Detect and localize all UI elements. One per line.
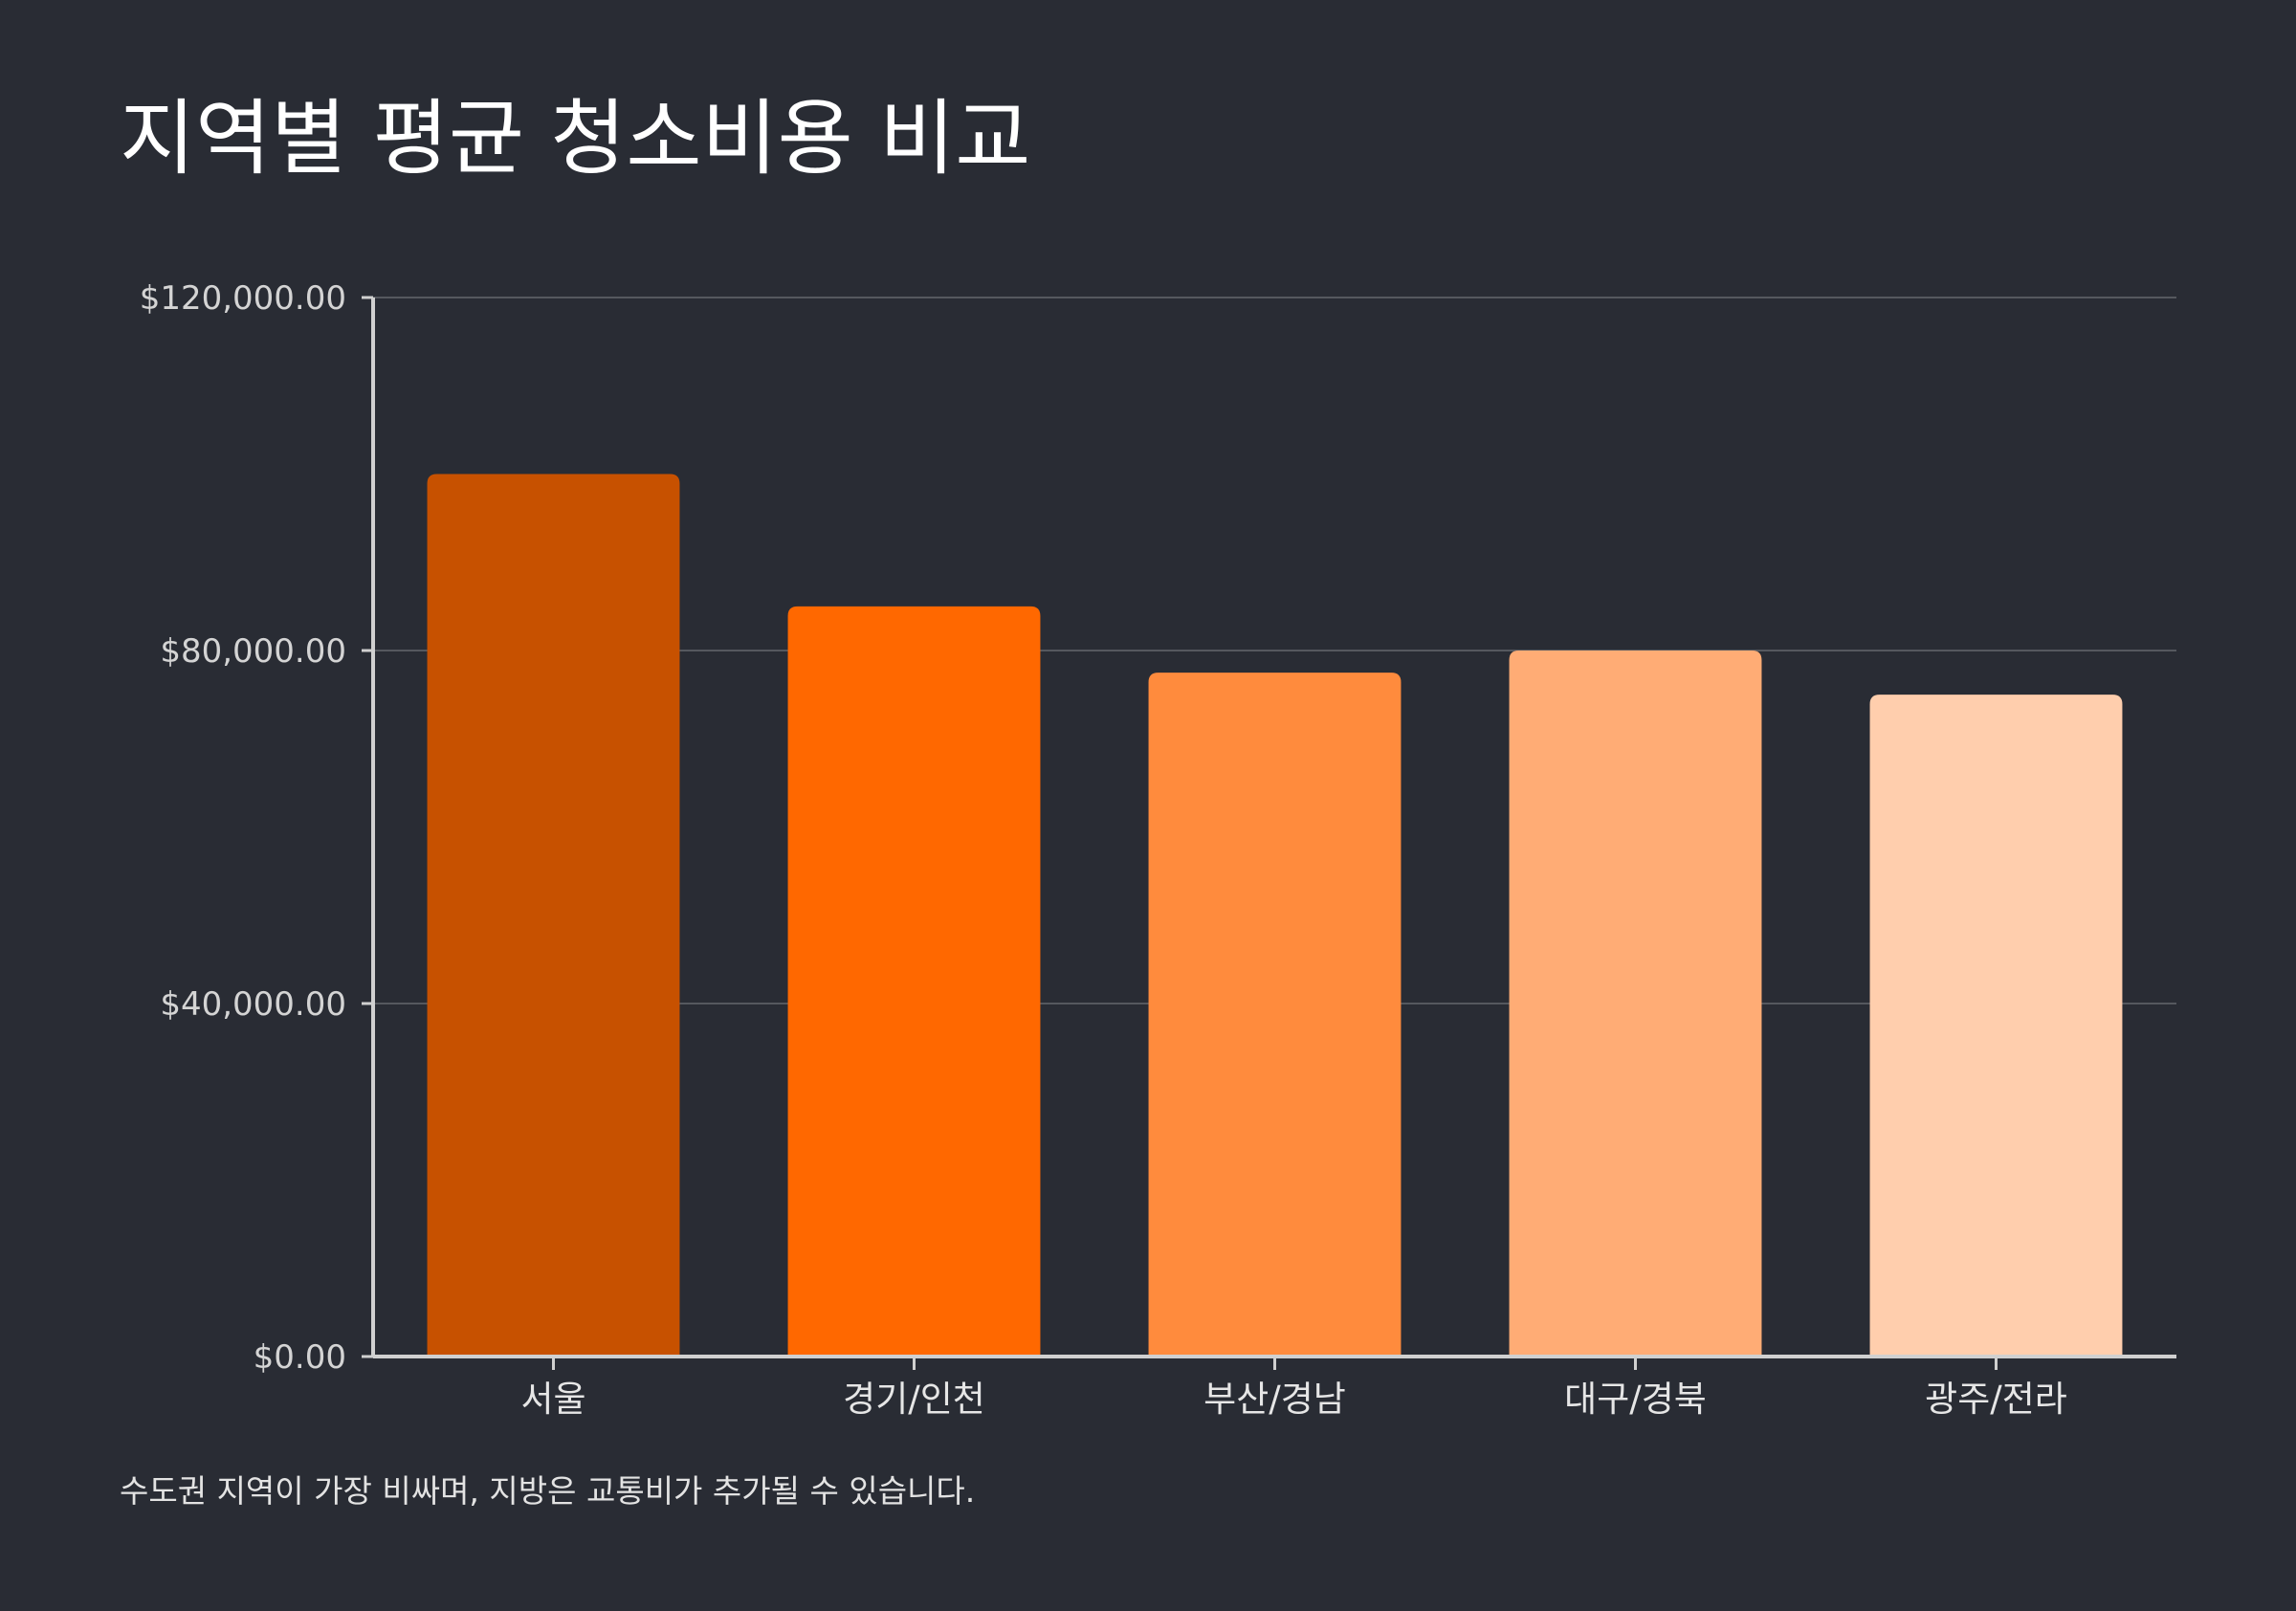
y-tick-label: $40,000.00 bbox=[160, 985, 346, 1024]
bar bbox=[1869, 695, 2123, 1357]
bars bbox=[427, 474, 2123, 1357]
bar bbox=[1148, 673, 1402, 1357]
chart-title: 지역별 평균 청소비용 비교 bbox=[120, 91, 1031, 187]
y-tick-label: $0.00 bbox=[254, 1338, 346, 1377]
tick-labels: $0.00 $40,000.00 $80,000.00 $120,000.00 서울 경기… bbox=[140, 279, 2067, 1420]
y-tick-label: $120,000.00 bbox=[140, 279, 346, 318]
y-tick-label: $80,000.00 bbox=[160, 632, 346, 671]
bar bbox=[1509, 651, 1762, 1357]
x-tick-label: 경기/인천 bbox=[843, 1379, 985, 1420]
chart-footnote: 수도권 지역이 가장 비싸며, 지방은 교통비가 추가될 수 있습니다. bbox=[120, 1472, 976, 1510]
bar bbox=[787, 606, 1041, 1357]
axes bbox=[362, 296, 2176, 1370]
x-tick-label: 광주/전라 bbox=[1925, 1379, 2067, 1420]
bar bbox=[427, 474, 680, 1357]
x-tick-label: 서울 bbox=[520, 1379, 585, 1420]
x-tick-label: 대구/경북 bbox=[1564, 1379, 1707, 1420]
x-tick-label: 부산/경남 bbox=[1203, 1379, 1346, 1420]
